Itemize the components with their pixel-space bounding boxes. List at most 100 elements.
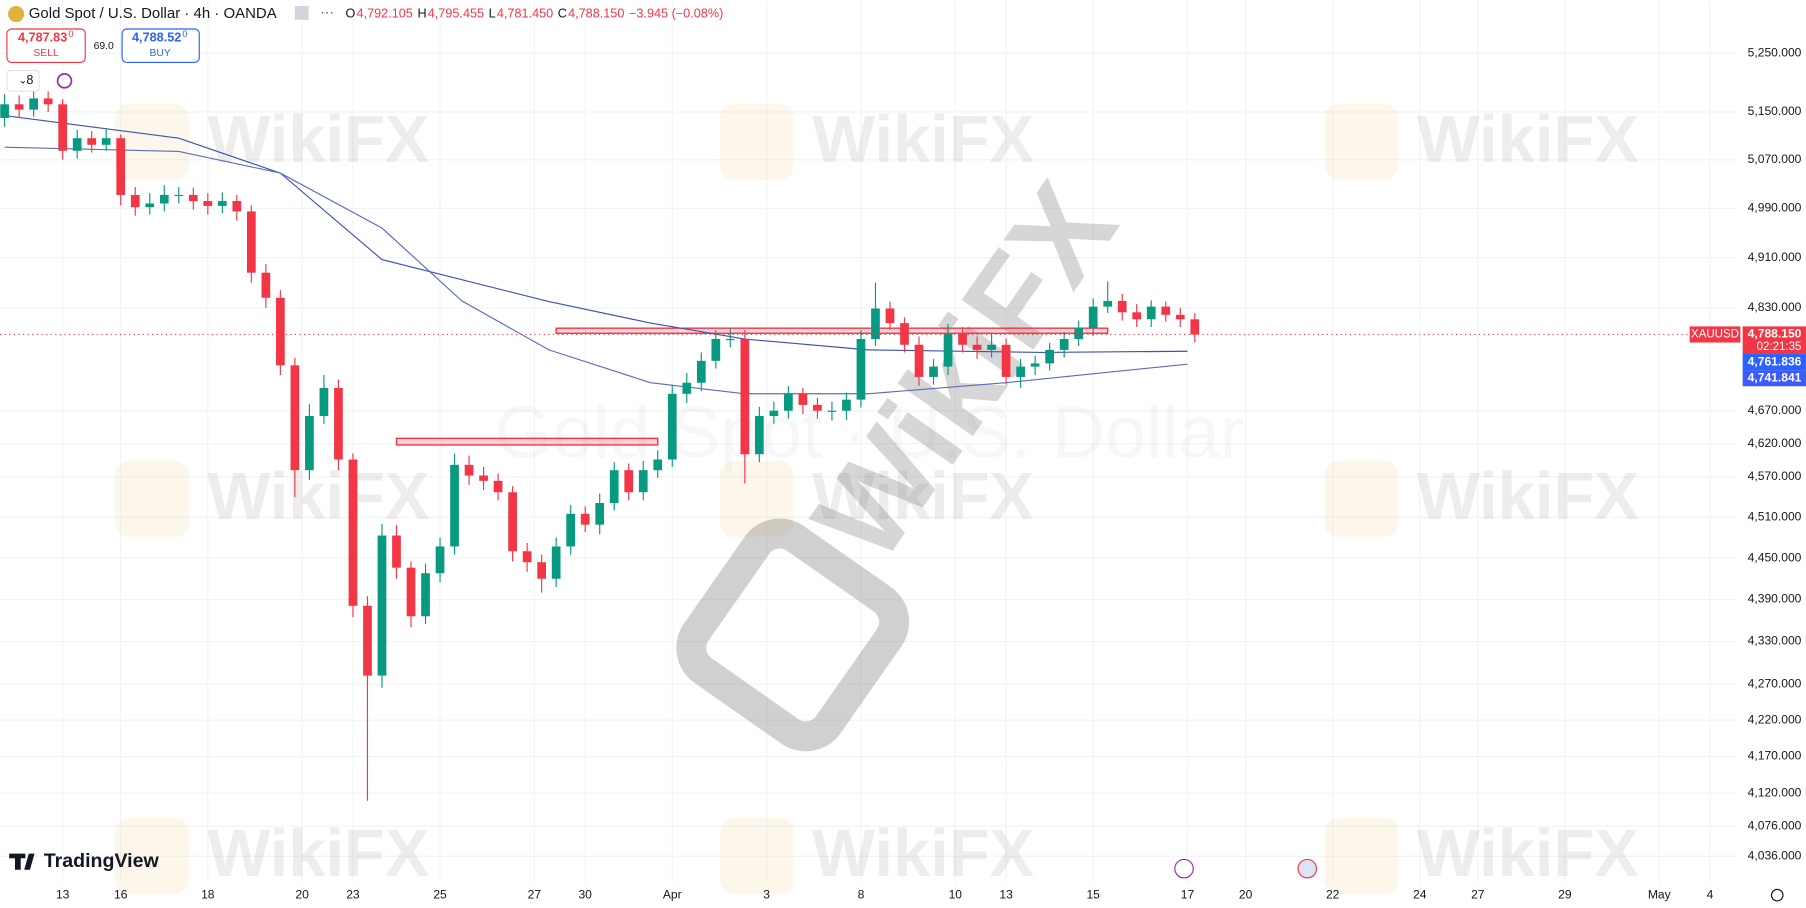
- candle-body: [188, 194, 198, 202]
- candle-body: [813, 404, 822, 411]
- candle-body: [972, 344, 982, 350]
- watermark-symbol: Gold Spot · U.S. Dollar: [495, 390, 1245, 473]
- y-tick-label: 4,990.000: [1748, 201, 1802, 215]
- y-tick-label: 4,270.000: [1748, 676, 1802, 690]
- sell-button[interactable]: [6, 28, 86, 63]
- ohlc-key: C: [558, 6, 567, 20]
- candle-body: [232, 201, 242, 212]
- candle-body: [929, 366, 938, 377]
- price-badge-label: 4,788.150: [1748, 327, 1802, 341]
- candle-body: [624, 470, 634, 493]
- x-tick-label: 30: [578, 887, 592, 901]
- moving-average: [4, 146, 1188, 395]
- indicators-toggle[interactable]: [6, 69, 40, 92]
- candle-body: [217, 201, 227, 206]
- candle-body: [522, 551, 532, 563]
- x-tick-label: 27: [528, 887, 542, 901]
- candle-body: [479, 475, 488, 481]
- candle-body: [334, 387, 343, 460]
- x-tick-label: 13: [999, 887, 1013, 901]
- candle-body: [363, 605, 372, 676]
- event-icon[interactable]: [1174, 858, 1194, 879]
- y-tick-label: 5,070.000: [1748, 152, 1802, 166]
- candle-body: [696, 360, 706, 383]
- x-tick-label: 17: [1181, 887, 1195, 901]
- buy-pip: 0: [182, 29, 187, 39]
- candle-body: [246, 211, 256, 273]
- chevron: ⌄: [18, 76, 27, 87]
- logo-mark: [9, 853, 35, 870]
- watermark: WikiFX: [1417, 460, 1639, 534]
- y-tick-label: 5,150.000: [1748, 104, 1802, 118]
- candle-body: [784, 393, 793, 411]
- y-tick-label: 5,250.000: [1748, 45, 1802, 59]
- watermark: WikiFX: [207, 817, 429, 891]
- ma-badge: [1742, 370, 1806, 387]
- symbol-icon: [8, 5, 25, 23]
- candle-body: [900, 323, 909, 345]
- candle-body: [1175, 314, 1185, 320]
- buy-price: 4,788.52: [132, 31, 181, 45]
- candle-body: [261, 272, 271, 298]
- refresh-icon[interactable]: [56, 73, 73, 89]
- candle-body: [1030, 363, 1040, 367]
- y-tick-label: 4,570.000: [1748, 469, 1802, 483]
- candle-body: [871, 308, 880, 340]
- axes: 5,250.000 5,150.000 5,070.000 4,990.000 4,91…: [56, 45, 1806, 901]
- candle-body: [551, 546, 561, 579]
- watermark: WikiFX: [207, 460, 429, 534]
- candle-body: [653, 459, 663, 471]
- y-tick-label: 4,076.000: [1748, 818, 1802, 832]
- x-tick-label: May: [1648, 887, 1672, 901]
- watermark-logo: [719, 103, 794, 180]
- candle-body: [914, 344, 924, 377]
- x-tick-label: 20: [295, 887, 309, 901]
- candle-body: [14, 104, 24, 110]
- candle-body: [145, 203, 155, 208]
- x-tick-label: 16: [114, 887, 128, 901]
- candle-body: [392, 535, 401, 568]
- candle-body: [1161, 306, 1171, 315]
- x-tick-label: Apr: [663, 887, 682, 901]
- candle-body: [348, 459, 358, 606]
- ma-badge: [1742, 354, 1806, 371]
- candle-body: [755, 415, 764, 455]
- indicators-count: 8: [26, 73, 33, 87]
- candle-body: [464, 464, 474, 476]
- settings-icon[interactable]: [1770, 888, 1784, 902]
- ohlc-key: L: [489, 6, 496, 20]
- spread: 69.0: [94, 41, 114, 52]
- buy-button[interactable]: [121, 28, 200, 63]
- candle-body: [1045, 349, 1054, 364]
- watermark: WikiFX: [812, 817, 1034, 891]
- watermark-logo: [719, 817, 794, 894]
- candle-body: [72, 138, 82, 151]
- watermark-logo: [1324, 817, 1399, 894]
- zone: [395, 437, 659, 446]
- plot: [0, 88, 1737, 801]
- flag-event-icon[interactable]: [1297, 858, 1318, 879]
- x-tick-label: 15: [1086, 887, 1100, 901]
- y-tick-label: 4,170.000: [1748, 749, 1802, 763]
- candle-body: [682, 382, 692, 394]
- zone: [555, 327, 1109, 334]
- candle-body: [595, 503, 605, 525]
- candle-body: [1117, 300, 1127, 313]
- more-icon[interactable]: ···: [320, 4, 334, 20]
- candle-body: [58, 104, 68, 151]
- candle-body: [1088, 306, 1098, 329]
- price-badge: [1742, 326, 1806, 355]
- candle-body: [740, 339, 750, 455]
- candle-body: [43, 98, 53, 105]
- watermark-logo: [115, 103, 189, 180]
- ohlc-value: 4,788.150: [568, 6, 624, 20]
- ohlc-change: −3.945 (−0.08%): [629, 6, 723, 20]
- candle-body: [377, 535, 387, 676]
- candle-body: [1001, 344, 1011, 377]
- y-tick-label: 4,390.000: [1748, 592, 1802, 606]
- ohlc-value: 4,795.455: [428, 6, 484, 20]
- sell-label: SELL: [33, 48, 59, 59]
- sell-price: 4,787.83: [18, 31, 67, 45]
